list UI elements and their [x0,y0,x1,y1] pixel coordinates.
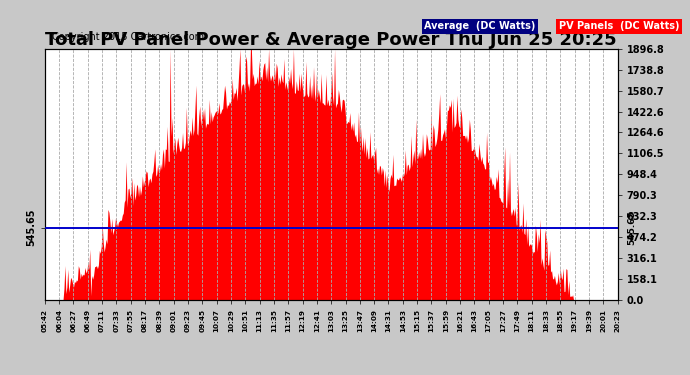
Text: Copyright 2015 Cartronics.com: Copyright 2015 Cartronics.com [52,32,204,42]
Text: 545.65: 545.65 [628,210,637,245]
Text: PV Panels  (DC Watts): PV Panels (DC Watts) [559,21,680,31]
Text: Average  (DC Watts): Average (DC Watts) [424,21,535,31]
Title: Total PV Panel Power & Average Power Thu Jun 25 20:25: Total PV Panel Power & Average Power Thu… [46,31,617,49]
